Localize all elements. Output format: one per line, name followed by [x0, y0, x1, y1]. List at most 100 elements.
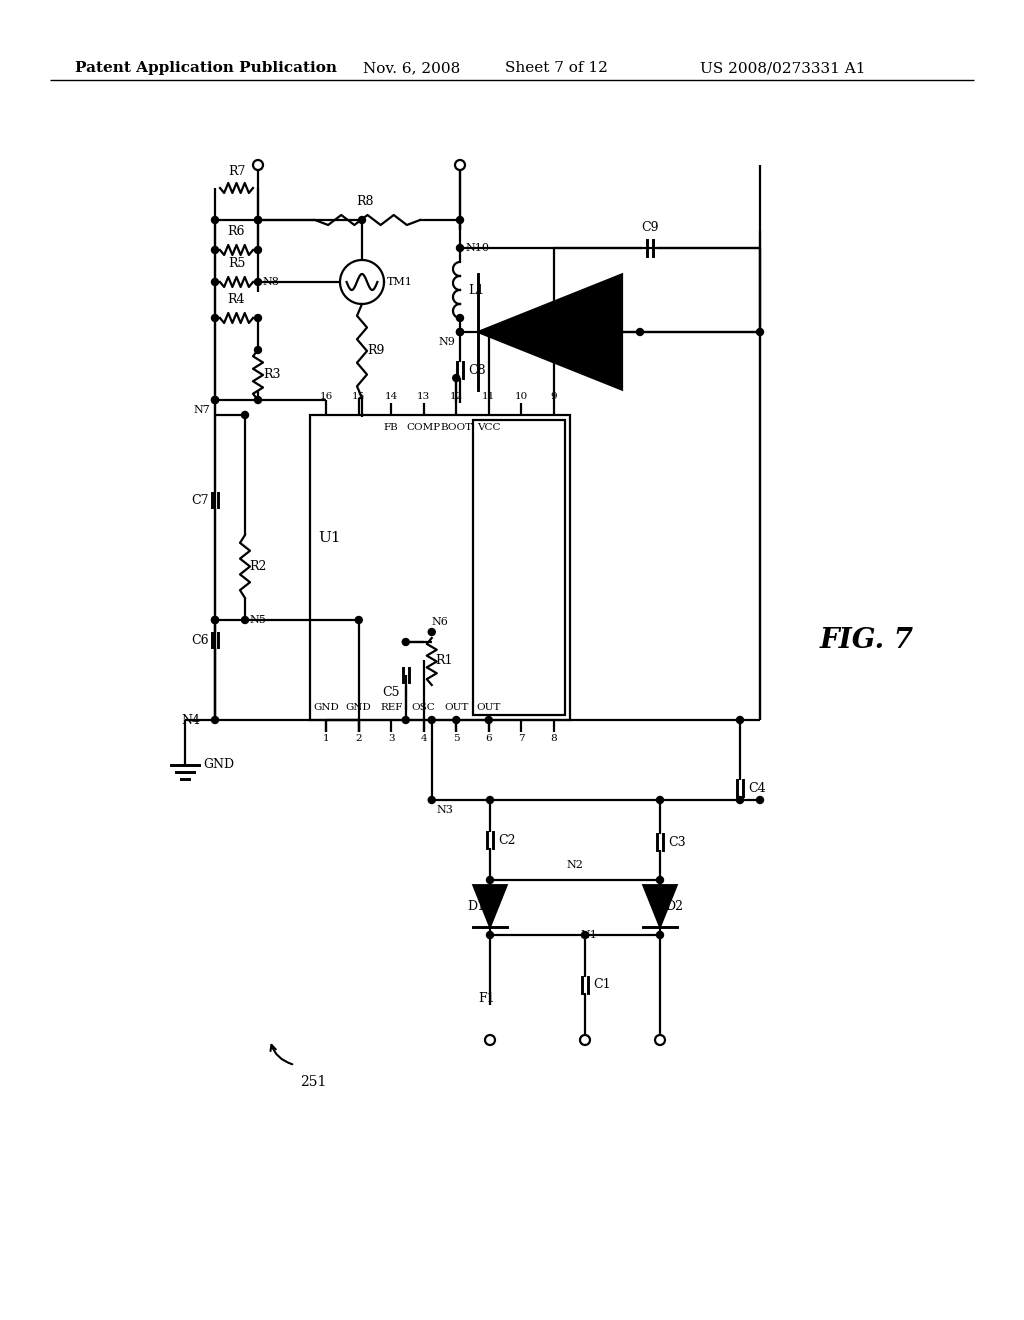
Bar	[310, 414, 570, 719]
Text: R6: R6	[227, 224, 246, 238]
Circle shape	[212, 717, 218, 723]
Text: 15: 15	[352, 392, 366, 401]
Text: 14: 14	[385, 392, 398, 401]
Text: Patent Application Publication: Patent Application Publication	[75, 61, 337, 75]
Text: 8: 8	[551, 734, 557, 743]
Circle shape	[457, 329, 464, 335]
Text: R3: R3	[263, 368, 281, 381]
Text: FB: FB	[384, 422, 398, 432]
Circle shape	[457, 329, 464, 335]
Text: C8: C8	[468, 363, 485, 376]
Circle shape	[453, 375, 460, 381]
Circle shape	[757, 796, 764, 804]
Text: 7: 7	[518, 734, 524, 743]
Text: R7: R7	[227, 165, 245, 178]
Text: N10: N10	[465, 243, 489, 253]
Circle shape	[242, 412, 249, 418]
Text: GND: GND	[313, 704, 339, 711]
Circle shape	[428, 796, 435, 804]
Text: N4: N4	[181, 714, 200, 726]
Circle shape	[656, 932, 664, 939]
Text: 10: 10	[515, 392, 528, 401]
Text: OSC: OSC	[412, 704, 435, 711]
Text: 251: 251	[300, 1074, 327, 1089]
Text: C2: C2	[498, 833, 515, 846]
Text: Nov. 6, 2008: Nov. 6, 2008	[362, 61, 460, 75]
Circle shape	[255, 247, 261, 253]
Text: 3: 3	[388, 734, 394, 743]
Text: C7: C7	[191, 494, 209, 507]
Circle shape	[255, 314, 261, 322]
Text: D3: D3	[551, 305, 569, 318]
Text: OUT: OUT	[476, 704, 501, 711]
Text: R8: R8	[356, 195, 374, 209]
Text: C1: C1	[593, 978, 610, 991]
Circle shape	[637, 329, 643, 335]
Text: 9: 9	[551, 392, 557, 401]
Text: D2: D2	[665, 899, 683, 912]
Circle shape	[255, 216, 261, 223]
Text: C4: C4	[748, 781, 766, 795]
Text: Sheet 7 of 12: Sheet 7 of 12	[505, 61, 608, 75]
Text: D1: D1	[467, 899, 485, 912]
Circle shape	[253, 160, 263, 170]
Circle shape	[358, 216, 366, 223]
Text: GND: GND	[203, 759, 234, 771]
Text: N5: N5	[249, 615, 266, 624]
Circle shape	[655, 1035, 665, 1045]
Text: 4: 4	[421, 734, 427, 743]
Circle shape	[212, 616, 218, 623]
Circle shape	[656, 876, 664, 883]
Text: GND: GND	[346, 704, 372, 711]
Text: 2: 2	[355, 734, 362, 743]
Circle shape	[656, 796, 664, 804]
Circle shape	[457, 244, 464, 252]
Circle shape	[212, 396, 218, 404]
Circle shape	[212, 216, 218, 223]
Circle shape	[212, 616, 218, 623]
Text: BOOT: BOOT	[440, 422, 472, 432]
Text: F1: F1	[478, 993, 496, 1005]
Circle shape	[486, 876, 494, 883]
Text: R5: R5	[227, 257, 245, 271]
Circle shape	[485, 717, 493, 723]
Text: 1: 1	[323, 734, 330, 743]
Text: 6: 6	[485, 734, 493, 743]
Text: N1: N1	[580, 931, 597, 940]
Text: VCC: VCC	[477, 422, 501, 432]
Circle shape	[736, 796, 743, 804]
Circle shape	[757, 329, 764, 335]
Circle shape	[255, 216, 261, 223]
Circle shape	[212, 314, 218, 322]
Text: 13: 13	[417, 392, 430, 401]
Circle shape	[457, 216, 464, 223]
Circle shape	[455, 160, 465, 170]
Circle shape	[457, 314, 464, 322]
Circle shape	[212, 279, 218, 285]
Circle shape	[255, 346, 261, 354]
Text: N2: N2	[566, 861, 584, 870]
Text: US 2008/0273331 A1: US 2008/0273331 A1	[700, 61, 865, 75]
Text: N6: N6	[432, 616, 449, 627]
Bar	[472, 420, 565, 715]
Text: N8: N8	[262, 277, 279, 286]
Text: C9: C9	[641, 220, 658, 234]
Circle shape	[582, 932, 589, 939]
Text: R1: R1	[436, 653, 454, 667]
Text: C6: C6	[191, 634, 209, 647]
Circle shape	[453, 717, 460, 723]
Text: 5: 5	[453, 734, 460, 743]
Circle shape	[212, 396, 218, 404]
Text: N3: N3	[437, 805, 454, 814]
Circle shape	[485, 1035, 495, 1045]
Text: L1: L1	[468, 284, 484, 297]
Text: R2: R2	[249, 560, 266, 573]
Circle shape	[242, 616, 249, 623]
Circle shape	[428, 717, 435, 723]
Circle shape	[580, 1035, 590, 1045]
Circle shape	[402, 717, 410, 723]
Circle shape	[402, 639, 410, 645]
Polygon shape	[478, 275, 622, 389]
Polygon shape	[473, 886, 507, 927]
Text: C5: C5	[382, 686, 399, 700]
